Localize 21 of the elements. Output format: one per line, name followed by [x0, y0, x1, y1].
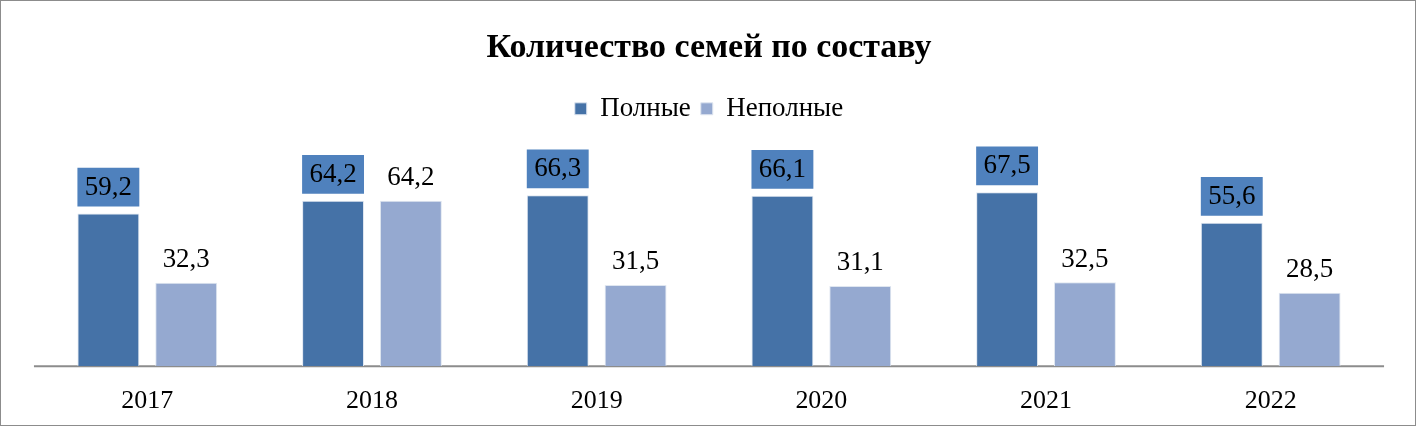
data-label: 32,3: [162, 243, 210, 274]
legend-label: Полные: [600, 91, 691, 122]
data-label: 67,5: [983, 149, 1031, 180]
x-tick-label: 2022: [1244, 385, 1297, 415]
data-label: 59,2: [84, 170, 132, 201]
chart-title: Количество семей по составу: [486, 26, 932, 64]
x-tick-label: 2021: [1020, 385, 1072, 415]
data-label: 64,2: [387, 160, 435, 191]
data-label: 28,5: [1286, 252, 1334, 283]
data-label: 66,3: [534, 152, 582, 183]
x-tick-label: 2017: [121, 385, 174, 415]
data-label: 66,1: [758, 153, 806, 183]
data-label: 32,5: [1061, 242, 1109, 273]
x-tick-label: 2018: [346, 385, 398, 415]
x-tick-label: 2019: [570, 385, 623, 415]
data-label: 55,6: [1208, 180, 1256, 211]
data-label: 64,2: [309, 157, 357, 188]
x-tick-label: 2020: [795, 385, 848, 415]
data-label: 31,1: [836, 246, 884, 277]
data-label: 31,5: [612, 245, 660, 276]
legend-label: Неполные: [726, 91, 844, 122]
